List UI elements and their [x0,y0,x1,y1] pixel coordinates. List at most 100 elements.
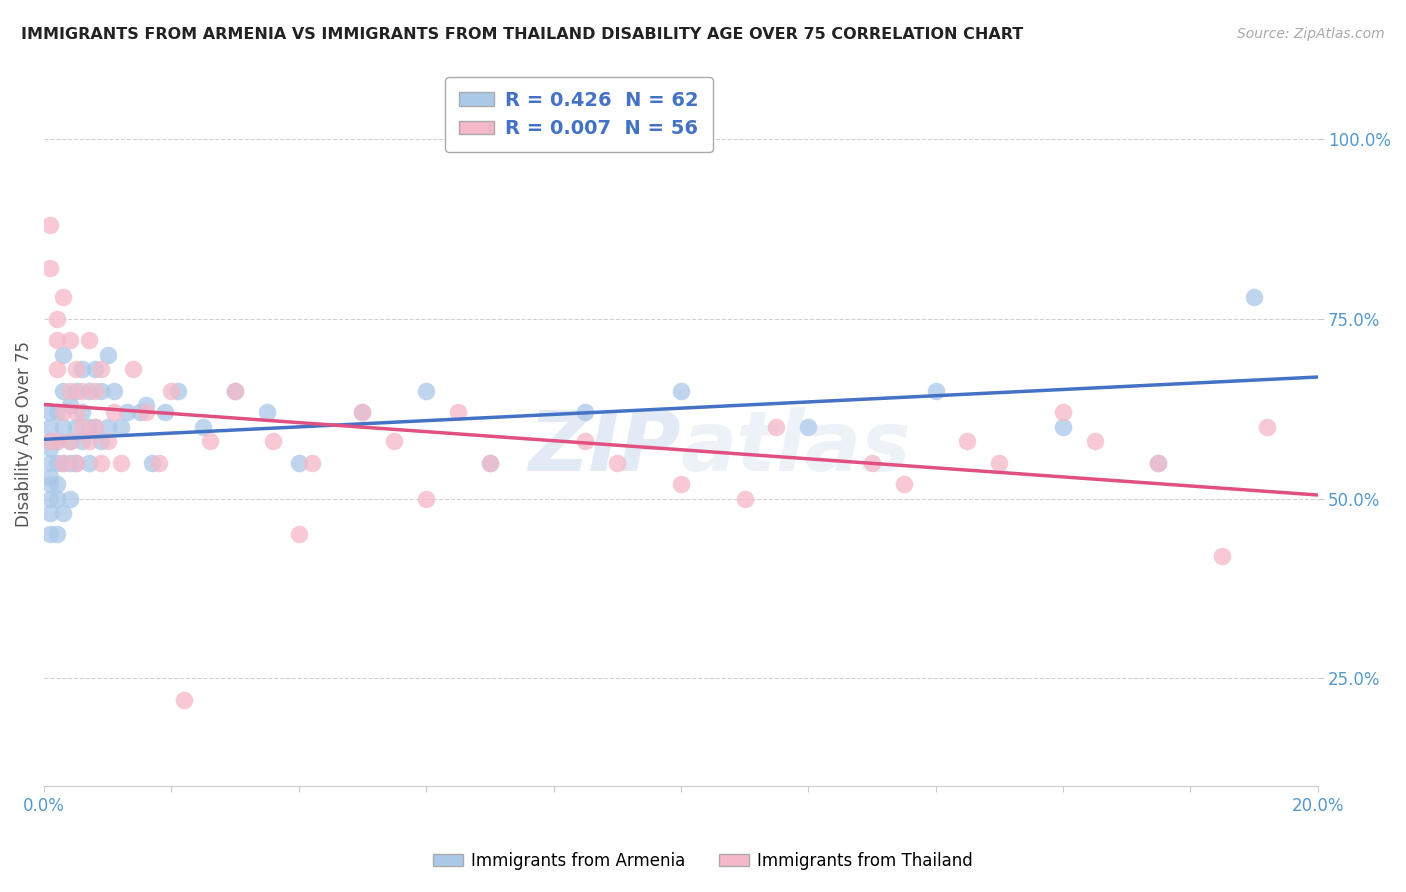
Point [198,434,221,448]
Point [122,362,145,376]
Point [103,384,125,398]
Point [65,384,87,398]
Point [84,384,107,398]
Point [72,384,94,398]
Point [415,491,437,506]
Legend: Immigrants from Armenia, Immigrants from Thailand: Immigrants from Armenia, Immigrants from… [426,846,980,877]
Point [39,441,62,455]
Y-axis label: Disability Age Over 75: Disability Age Over 75 [15,341,32,527]
Point [765,419,787,434]
Point [84,419,107,434]
Point [39,219,62,233]
Point [173,693,195,707]
Point [77,419,100,434]
Point [58,491,80,506]
Point [52,290,75,304]
Point [90,362,112,376]
Point [84,362,107,376]
Point [924,384,946,398]
Point [45,405,67,419]
Point [415,384,437,398]
Point [45,456,67,470]
Text: Source: ZipAtlas.com: Source: ZipAtlas.com [1237,27,1385,41]
Point [77,434,100,448]
Text: IMMIGRANTS FROM ARMENIA VS IMMIGRANTS FROM THAILAND DISABILITY AGE OVER 75 CORRE: IMMIGRANTS FROM ARMENIA VS IMMIGRANTS FR… [21,27,1024,42]
Point [128,405,150,419]
Point [574,434,596,448]
Point [58,434,80,448]
Point [669,384,692,398]
Point [52,456,75,470]
Point [988,456,1011,470]
Point [382,434,405,448]
Point [1052,405,1074,419]
Point [1211,549,1233,563]
Point [84,419,107,434]
Point [39,434,62,448]
Point [52,419,75,434]
Point [90,434,112,448]
Point [893,477,915,491]
Point [39,419,62,434]
Point [65,419,87,434]
Point [72,419,94,434]
Point [52,348,75,362]
Point [39,506,62,520]
Point [447,405,470,419]
Point [45,362,67,376]
Point [72,405,94,419]
Point [224,384,246,398]
Point [1147,456,1170,470]
Point [77,456,100,470]
Point [797,419,820,434]
Point [956,434,979,448]
Point [153,405,176,419]
Point [58,334,80,348]
Point [65,362,87,376]
Point [262,434,284,448]
Point [1243,290,1265,304]
Point [45,491,67,506]
Point [478,456,501,470]
Point [160,384,183,398]
Point [58,398,80,412]
Point [77,334,100,348]
Point [77,384,100,398]
Legend: R = 0.426  N = 62, R = 0.007  N = 56: R = 0.426 N = 62, R = 0.007 N = 56 [446,77,713,152]
Point [288,456,311,470]
Point [58,456,80,470]
Point [352,405,374,419]
Point [72,362,94,376]
Point [45,434,67,448]
Point [141,456,163,470]
Point [135,398,157,412]
Point [574,405,596,419]
Point [115,405,138,419]
Point [103,405,125,419]
Point [39,456,62,470]
Point [39,527,62,541]
Point [1256,419,1278,434]
Point [166,384,188,398]
Point [860,456,883,470]
Point [110,419,132,434]
Point [45,334,67,348]
Point [352,405,374,419]
Point [478,456,501,470]
Point [65,405,87,419]
Point [39,405,62,419]
Text: atlas: atlas [681,408,911,489]
Point [65,456,87,470]
Point [224,384,246,398]
Point [1052,419,1074,434]
Point [58,384,80,398]
Point [52,384,75,398]
Point [45,311,67,326]
Point [97,419,120,434]
Point [39,491,62,506]
Point [45,434,67,448]
Point [97,348,120,362]
Point [301,456,323,470]
Point [97,434,120,448]
Point [52,405,75,419]
